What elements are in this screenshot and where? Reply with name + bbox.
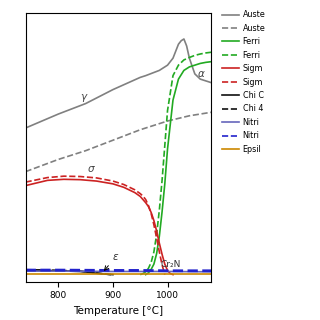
Text: σ: σ xyxy=(87,164,94,174)
Text: ε: ε xyxy=(105,252,119,270)
Text: γ: γ xyxy=(80,92,86,102)
Text: Cr₂N: Cr₂N xyxy=(161,260,181,269)
X-axis label: Temperature [°C]: Temperature [°C] xyxy=(73,306,164,316)
Legend: Auste, Auste, Ferri, Ferri, Sigm, Sigm, Chi C, Chi 4, Nitri, Nitri, Epsil: Auste, Auste, Ferri, Ferri, Sigm, Sigm, … xyxy=(219,7,268,157)
Text: α: α xyxy=(197,69,204,79)
